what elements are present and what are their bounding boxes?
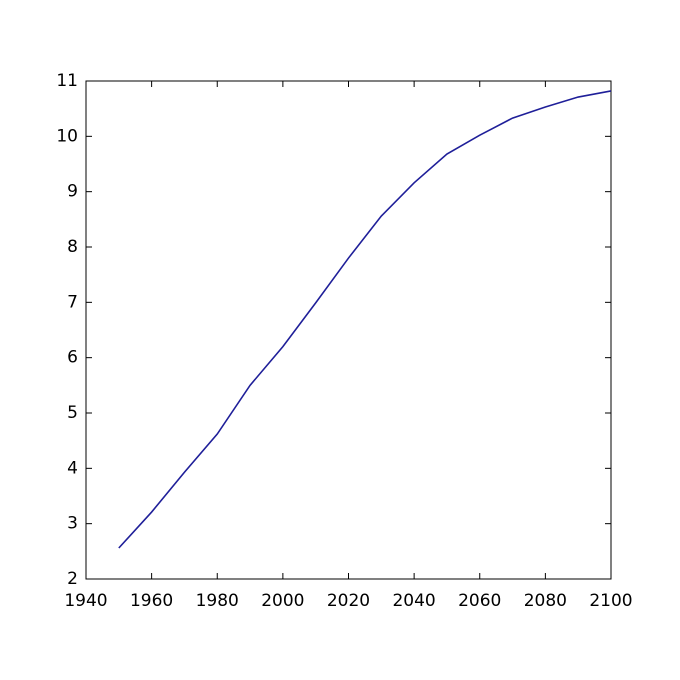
x-tick-label: 2080	[524, 591, 567, 611]
x-tick-label: 2000	[261, 591, 304, 611]
x-tick-label: 2040	[392, 591, 435, 611]
y-tick-label: 9	[67, 182, 78, 202]
data-line	[118, 90, 612, 549]
y-tick-label: 10	[56, 126, 78, 146]
y-tick-label: 7	[67, 292, 78, 312]
x-tick-label: 2060	[458, 591, 501, 611]
axes-frame	[85, 80, 612, 580]
y-tick-label: 8	[67, 237, 78, 257]
x-tick-label: 2100	[589, 591, 632, 611]
y-tick-label: 6	[67, 348, 78, 368]
y-tick-label: 11	[56, 71, 78, 91]
x-tick-label: 2020	[327, 591, 370, 611]
x-tick-label: 1940	[64, 591, 107, 611]
x-tick-label: 1980	[196, 591, 239, 611]
y-tick-label: 4	[67, 458, 78, 478]
y-tick-label: 2	[67, 569, 78, 589]
y-tick-label: 5	[67, 403, 78, 423]
x-tick-label: 1960	[130, 591, 173, 611]
y-tick-label: 3	[67, 514, 78, 534]
